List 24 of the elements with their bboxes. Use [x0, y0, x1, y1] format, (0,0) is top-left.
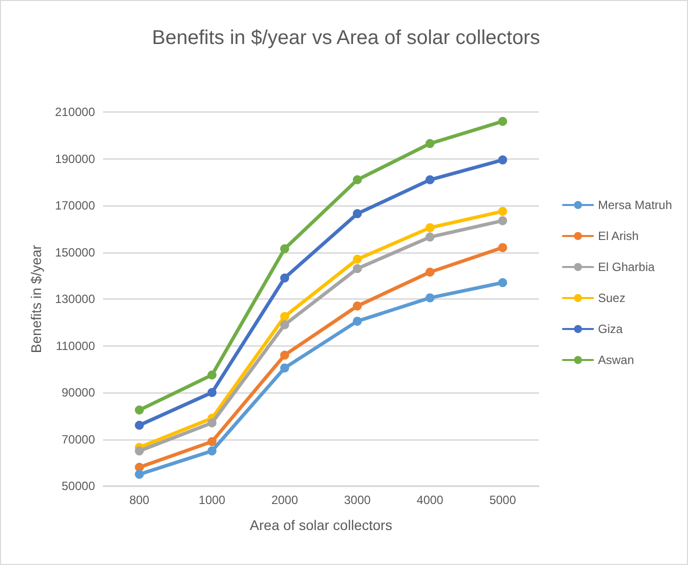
x-tick-label: 3000 — [344, 493, 372, 507]
x-tick-label: 5000 — [489, 493, 516, 507]
y-tick-label: 50000 — [62, 479, 96, 493]
legend-label: El Gharbia — [598, 260, 655, 274]
legend-label: Giza — [598, 322, 623, 336]
x-tick-label: 2000 — [271, 493, 298, 507]
y-tick-label: 190000 — [54, 152, 96, 166]
legend-label: Suez — [598, 291, 626, 305]
x-tick-label: 1000 — [198, 493, 226, 507]
y-tick-label: 70000 — [62, 432, 96, 446]
y-axis-title: Benefits in $/year — [28, 244, 44, 354]
x-tick-label: 800 — [129, 493, 150, 507]
chart-title: Benefits in $/year vs Area of solar collectors — [152, 27, 540, 49]
y-tick-label: 210000 — [54, 105, 96, 119]
y-tick-label: 90000 — [62, 386, 96, 400]
x-tick-label: 4000 — [416, 493, 444, 507]
y-tick-label: 110000 — [56, 338, 96, 353]
legend-label: Aswan — [598, 353, 634, 367]
x-axis-title: Area of solar collectors — [250, 517, 392, 533]
y-tick-label: 130000 — [54, 292, 96, 306]
legend-label: El Arish — [598, 229, 639, 243]
y-tick-label: 150000 — [54, 245, 96, 260]
y-tick-label: 170000 — [54, 198, 96, 212]
legend-label: Mersa Matruh — [598, 198, 672, 212]
